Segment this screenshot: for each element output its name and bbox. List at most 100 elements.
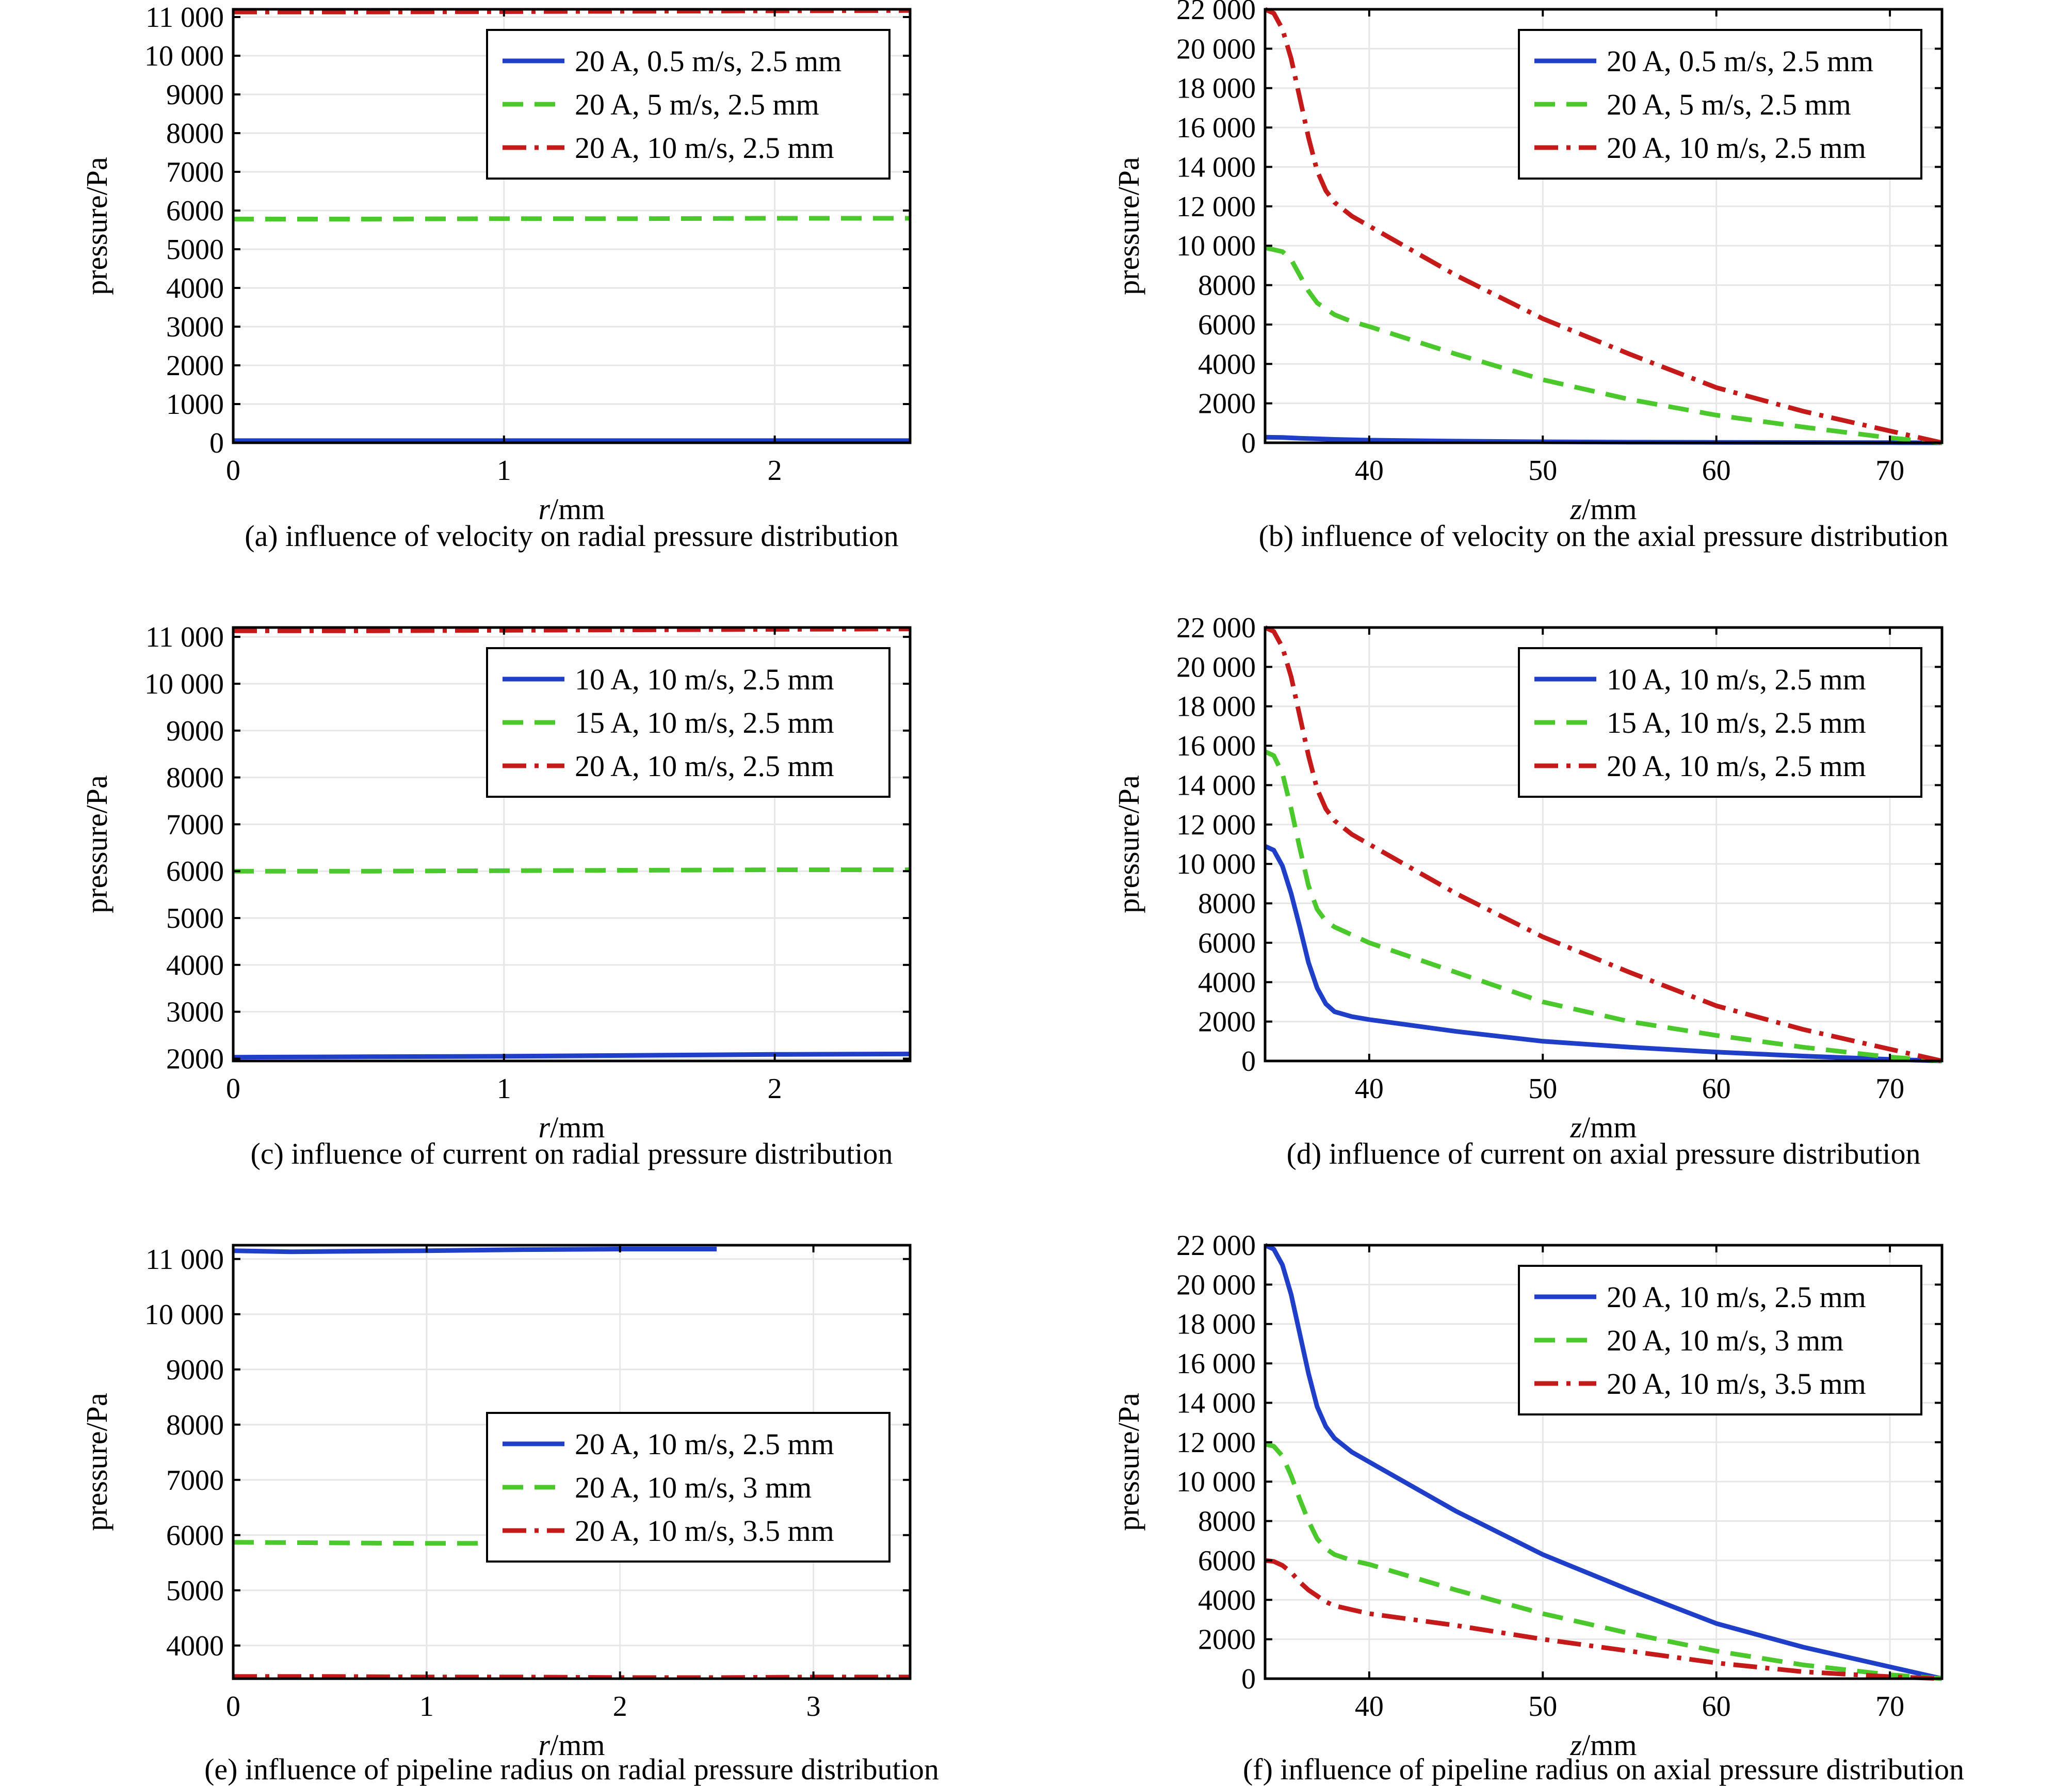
y-tick-label: 20 000 bbox=[1176, 1269, 1256, 1301]
x-axis-label: z/mm bbox=[1570, 1728, 1637, 1762]
y-tick-label: 9000 bbox=[166, 79, 224, 111]
y-tick-label: 6000 bbox=[166, 856, 224, 888]
y-tick-label: 4000 bbox=[1198, 967, 1256, 999]
panel-caption: (c) influence of current on radial press… bbox=[251, 1137, 893, 1170]
y-tick-label: 0 bbox=[1241, 1663, 1256, 1695]
y-tick-label: 11 000 bbox=[145, 1244, 224, 1276]
series-group bbox=[1265, 625, 1942, 1064]
y-tick-label: 4000 bbox=[166, 950, 224, 982]
y-tick-label: 18 000 bbox=[1176, 691, 1256, 723]
y-tick-label: 8000 bbox=[1198, 270, 1256, 302]
x-tick-label: 60 bbox=[1702, 1073, 1731, 1105]
x-tick-label: 70 bbox=[1875, 1073, 1904, 1105]
y-tick-label: 11 000 bbox=[145, 2, 224, 34]
x-tick-label: 60 bbox=[1702, 1691, 1731, 1723]
y-tick-label: 12 000 bbox=[1176, 809, 1256, 841]
y-tick-label: 4000 bbox=[1198, 1584, 1256, 1616]
legend-entry: 20 A, 10 m/s, 2.5 mm bbox=[1607, 1280, 1866, 1314]
y-tick-label: 10 000 bbox=[1176, 1466, 1256, 1498]
series-line-solid bbox=[233, 1051, 910, 1060]
legend: 10 A, 10 m/s, 2.5 mm 15 A, 10 m/s, 2.5 mm… bbox=[486, 647, 891, 798]
legend-entry: 10 A, 10 m/s, 2.5 mm bbox=[575, 663, 834, 696]
y-tick-label: 12 000 bbox=[1176, 191, 1256, 223]
y-tick-label: 4000 bbox=[166, 272, 224, 304]
y-tick-label: 6000 bbox=[166, 1520, 224, 1552]
legend: 10 A, 10 m/s, 2.5 mm 15 A, 10 m/s, 2.5 mm… bbox=[1518, 647, 1922, 798]
plot-frame bbox=[232, 1244, 912, 1680]
y-tick-label: 6000 bbox=[1198, 309, 1256, 341]
x-tick-label: 50 bbox=[1528, 1691, 1557, 1723]
series-line-dashdot bbox=[1265, 7, 1942, 445]
series-line-solid bbox=[1265, 844, 1942, 1064]
x-tick-label: 1 bbox=[419, 1691, 434, 1723]
y-tick-label: 3000 bbox=[166, 311, 224, 343]
y-tick-label: 16 000 bbox=[1176, 1348, 1256, 1380]
y-tick-label: 8000 bbox=[1198, 888, 1256, 920]
x-axis-label: r/mm bbox=[539, 1728, 605, 1762]
legend-entry: 20 A, 10 m/s, 2.5 mm bbox=[575, 749, 834, 783]
legend-entry: 20 A, 0.5 m/s, 2.5 mm bbox=[1607, 44, 1873, 78]
y-axis-label: pressure/Pa bbox=[1112, 775, 1145, 913]
y-tick-label: 9000 bbox=[166, 1354, 224, 1386]
legend-entry: 20 A, 10 m/s, 3.5 mm bbox=[575, 1514, 834, 1548]
y-axis-label: pressure/Pa bbox=[80, 775, 114, 913]
legend: 20 A, 0.5 m/s, 2.5 mm 20 A, 5 m/s, 2.5 mm… bbox=[486, 29, 891, 180]
y-tick-label: 5000 bbox=[166, 903, 224, 935]
x-tick-label: 3 bbox=[806, 1691, 821, 1723]
plot-frame bbox=[1264, 626, 1944, 1063]
y-tick-label: 7000 bbox=[166, 809, 224, 841]
y-tick-label: 2000 bbox=[166, 1043, 224, 1075]
y-tick-label: 5000 bbox=[166, 234, 224, 266]
x-tick-label: 0 bbox=[226, 455, 240, 487]
y-tick-label: 2000 bbox=[166, 350, 224, 382]
y-tick-label: 10 000 bbox=[1176, 848, 1256, 880]
y-tick-label: 14 000 bbox=[1176, 151, 1256, 183]
y-tick-label: 8000 bbox=[166, 762, 224, 794]
series-group bbox=[1265, 1243, 1942, 1681]
panel-caption: (e) influence of pipeline radius on radi… bbox=[204, 1752, 939, 1786]
panel-caption: (a) influence of velocity on radial pres… bbox=[245, 519, 899, 553]
plot-frame bbox=[1264, 8, 1944, 444]
y-tick-label: 0 bbox=[1241, 427, 1256, 459]
y-tick-label: 4000 bbox=[1198, 348, 1256, 380]
x-tick-label: 1 bbox=[497, 1073, 511, 1105]
series-group bbox=[233, 8, 910, 443]
legend-entry: 20 A, 5 m/s, 2.5 mm bbox=[1607, 88, 1851, 121]
x-tick-label: 50 bbox=[1528, 1073, 1557, 1105]
panel-caption: (f) influence of pipeline radius on axia… bbox=[1243, 1752, 1964, 1786]
panel-caption: (d) influence of current on axial pressu… bbox=[1287, 1137, 1921, 1170]
x-tick-label: 0 bbox=[226, 1691, 240, 1723]
y-tick-label: 8000 bbox=[166, 118, 224, 150]
legend-entry: 20 A, 10 m/s, 2.5 mm bbox=[1607, 131, 1866, 165]
series-line-dashed bbox=[233, 216, 910, 221]
y-tick-label: 2000 bbox=[1198, 1624, 1256, 1656]
x-tick-label: 2 bbox=[768, 455, 782, 487]
y-tick-label: 20 000 bbox=[1176, 33, 1256, 65]
legend-entry: 20 A, 10 m/s, 2.5 mm bbox=[575, 1427, 834, 1461]
legend-entry: 20 A, 10 m/s, 3.5 mm bbox=[1607, 1367, 1866, 1401]
series-line-dashdot bbox=[1265, 625, 1942, 1064]
y-axis-label: pressure/Pa bbox=[80, 1393, 114, 1531]
legend-entry: 20 A, 0.5 m/s, 2.5 mm bbox=[575, 44, 841, 78]
y-tick-label: 4000 bbox=[166, 1630, 224, 1662]
x-tick-label: 40 bbox=[1355, 1691, 1384, 1723]
x-tick-label: 40 bbox=[1355, 1073, 1384, 1105]
x-tick-label: 60 bbox=[1702, 455, 1731, 487]
x-tick-label: 70 bbox=[1875, 1691, 1904, 1723]
chart-panel-e: 4000 5000 6000 7000 8000 9000 10 000 11 000 0 1 2 3… bbox=[80, 1244, 939, 1786]
series-line-dashdot bbox=[1265, 1558, 1942, 1681]
x-tick-label: 2 bbox=[613, 1691, 627, 1723]
y-tick-label: 10 000 bbox=[144, 40, 224, 72]
y-tick-label: 7000 bbox=[166, 1465, 224, 1497]
y-tick-label: 20 000 bbox=[1176, 651, 1256, 683]
legend-entry: 15 A, 10 m/s, 2.5 mm bbox=[1607, 706, 1866, 739]
legend-entry: 20 A, 10 m/s, 3 mm bbox=[1607, 1324, 1843, 1357]
legend-entry: 20 A, 10 m/s, 2.5 mm bbox=[1607, 749, 1866, 783]
chart-panel-b: 0 2000 4000 6000 8000 10 000 12 000 14 000 16 00… bbox=[1112, 0, 1948, 553]
y-tick-label: 6000 bbox=[1198, 927, 1256, 959]
y-axis-label: pressure/Pa bbox=[80, 157, 114, 295]
y-tick-label: 0 bbox=[209, 427, 224, 459]
chart-panel-d: 0 2000 4000 6000 8000 10 000 12 000 14 000 16 00… bbox=[1112, 612, 1944, 1170]
